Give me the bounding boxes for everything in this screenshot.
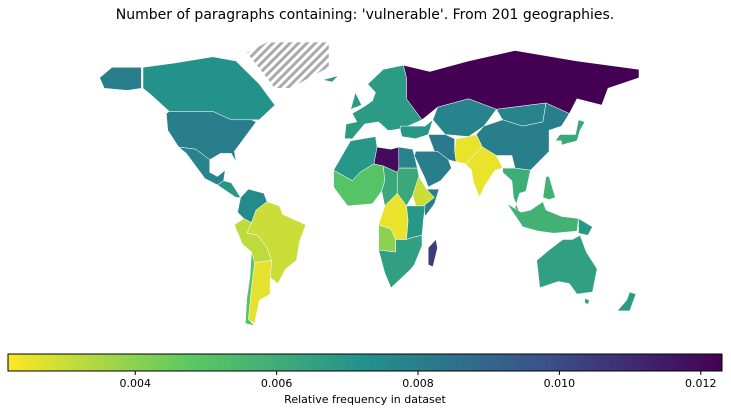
no-data-region bbox=[246, 41, 330, 89]
x-tick-label: 0.004 bbox=[119, 377, 151, 390]
x-tick-label: 0.012 bbox=[685, 377, 717, 390]
region bbox=[584, 297, 590, 305]
region bbox=[542, 176, 556, 200]
region bbox=[177, 146, 226, 186]
region bbox=[554, 119, 586, 146]
region bbox=[465, 146, 503, 199]
chart-title: Number of paragraphs containing: 'vulner… bbox=[116, 7, 614, 23]
region bbox=[245, 252, 256, 327]
region bbox=[423, 188, 440, 218]
x-tick-label: 0.008 bbox=[402, 377, 434, 390]
region bbox=[142, 56, 276, 121]
x-tick-label: 0.010 bbox=[544, 377, 576, 390]
region bbox=[322, 75, 340, 83]
region bbox=[398, 146, 418, 169]
region bbox=[507, 201, 579, 234]
map bbox=[99, 41, 640, 327]
region bbox=[378, 234, 423, 289]
region bbox=[578, 218, 593, 236]
colorbar-label: Relative frequency in dataset bbox=[284, 393, 446, 406]
region bbox=[502, 167, 531, 213]
region bbox=[427, 238, 438, 268]
region bbox=[99, 67, 142, 91]
region bbox=[432, 98, 497, 137]
region bbox=[406, 205, 426, 240]
region bbox=[454, 134, 483, 165]
x-tick-label: 0.006 bbox=[261, 377, 293, 390]
colorbar bbox=[7, 353, 723, 372]
region bbox=[216, 180, 242, 198]
region bbox=[400, 119, 434, 139]
region bbox=[350, 91, 362, 110]
region bbox=[616, 291, 637, 312]
region bbox=[414, 151, 452, 188]
region bbox=[536, 234, 598, 295]
